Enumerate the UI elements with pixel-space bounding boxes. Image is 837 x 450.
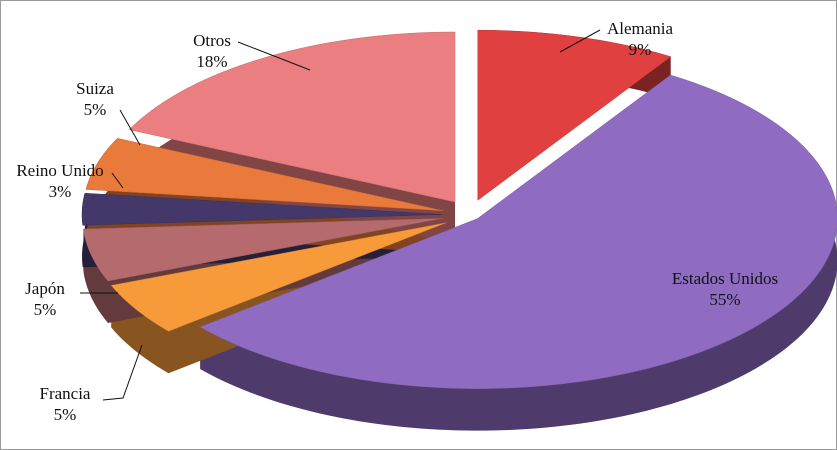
category-label: Estados Unidos	[672, 269, 778, 288]
slice	[85, 138, 444, 211]
leader-line	[559, 29, 601, 53]
value-label: 55%	[709, 290, 740, 309]
value-label: 3%	[49, 182, 72, 201]
value-label: 18%	[196, 52, 227, 71]
leader-line	[111, 172, 124, 189]
slice	[128, 31, 456, 203]
slice-side	[200, 75, 837, 431]
labels: Alemania 9% Estados Unidos 55% Francia 5% Japó…	[16, 19, 778, 424]
leader-line	[237, 41, 311, 71]
value-label: 5%	[34, 300, 57, 319]
slice	[477, 29, 672, 201]
slice	[199, 74, 837, 389]
value-label: 5%	[84, 100, 107, 119]
slice	[83, 218, 443, 282]
value-label: 9%	[629, 40, 652, 59]
slice	[81, 192, 443, 226]
category-label: Reino Unido	[16, 161, 103, 180]
category-label: Francia	[40, 384, 91, 403]
category-label: Otros	[193, 31, 231, 50]
category-label: Suiza	[76, 79, 114, 98]
slice	[110, 222, 446, 332]
leader-line	[102, 344, 143, 401]
category-label: Alemania	[607, 19, 674, 38]
value-label: 5%	[54, 405, 77, 424]
leader-line	[119, 109, 141, 146]
pie-tops	[81, 29, 837, 389]
category-label: Japón	[25, 279, 65, 298]
